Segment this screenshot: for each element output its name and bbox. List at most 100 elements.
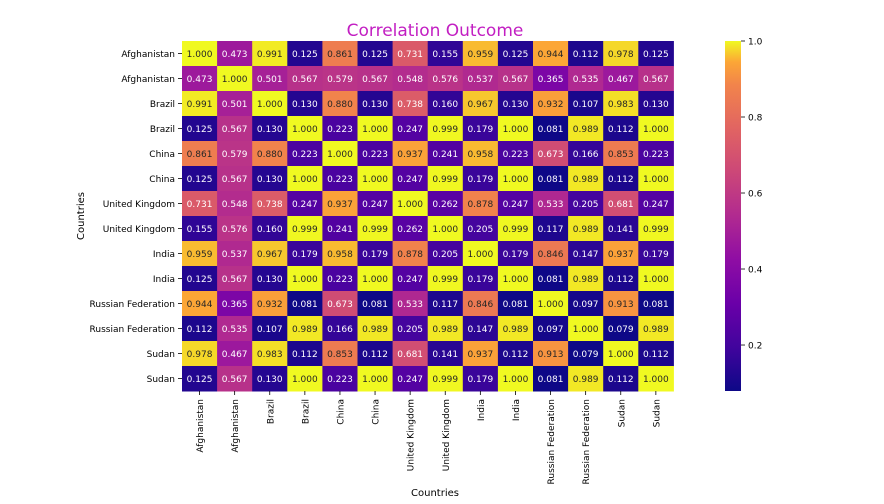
cell-value-label: 0.112 xyxy=(608,175,634,185)
colorbar-tick-label: 0.4 xyxy=(748,266,763,276)
cell-value-label: 0.533 xyxy=(397,300,423,310)
cell-value-label: 0.944 xyxy=(187,300,213,310)
cell-value-label: 0.247 xyxy=(397,275,423,285)
cell-value-label: 0.983 xyxy=(608,100,634,110)
heatmap-cell xyxy=(287,91,323,117)
heatmap-cell xyxy=(568,191,604,217)
heatmap-cell xyxy=(497,166,534,192)
heatmap-cell xyxy=(357,341,394,367)
cell-value-label: 0.548 xyxy=(397,75,423,85)
cell-value-label: 0.959 xyxy=(187,250,213,260)
cell-value-label: 0.081 xyxy=(503,300,529,310)
cell-value-label: 0.117 xyxy=(538,225,564,235)
heatmap-cell xyxy=(427,291,464,317)
cell-value-label: 0.223 xyxy=(362,150,388,160)
cell-value-label: 0.125 xyxy=(187,275,213,285)
cell-value-label: 0.989 xyxy=(292,325,318,335)
cell-value-label: 0.913 xyxy=(538,350,564,360)
heatmap-cell xyxy=(322,66,358,92)
cell-value-label: 0.079 xyxy=(608,325,634,335)
cell-value-label: 0.913 xyxy=(608,300,634,310)
heatmap-cell xyxy=(287,241,323,267)
heatmap-cell xyxy=(427,216,464,242)
heatmap-cell xyxy=(357,91,394,117)
heatmap-cell xyxy=(392,66,429,92)
cell-value-label: 0.205 xyxy=(397,325,423,335)
cell-value-label: 0.166 xyxy=(573,150,599,160)
cell-value-label: 0.999 xyxy=(292,225,318,235)
y-tick-label: Afghanistan xyxy=(121,50,175,60)
cell-value-label: 0.112 xyxy=(608,125,634,135)
cell-value-label: 1.000 xyxy=(222,75,248,85)
cell-value-label: 0.205 xyxy=(467,225,493,235)
cell-value-label: 0.125 xyxy=(292,50,318,60)
cell-value-label: 0.179 xyxy=(362,250,388,260)
cell-value-label: 1.000 xyxy=(643,175,669,185)
heatmap-cell xyxy=(533,166,569,192)
heatmap-cell xyxy=(182,91,218,117)
cell-value-label: 0.117 xyxy=(432,300,458,310)
cell-value-label: 0.247 xyxy=(397,375,423,385)
cell-value-label: 0.130 xyxy=(292,100,318,110)
cell-value-label: 0.112 xyxy=(608,375,634,385)
heatmap-cell xyxy=(497,41,534,67)
cell-value-label: 0.989 xyxy=(362,325,388,335)
colorbar-ticks: 0.2 0.4 0.6 0.8 1.0 xyxy=(741,38,763,352)
cell-value-label: 0.160 xyxy=(257,225,283,235)
heatmap-cell xyxy=(533,291,569,317)
heatmap-cell xyxy=(252,166,288,192)
cell-value-label: 0.125 xyxy=(503,50,529,60)
cell-value-label: 0.673 xyxy=(538,150,564,160)
cell-value-label: 1.000 xyxy=(362,175,388,185)
cell-value-label: 0.880 xyxy=(257,150,283,160)
heatmap-cell xyxy=(603,91,639,117)
heatmap-cell xyxy=(497,191,534,217)
cell-value-label: 0.179 xyxy=(467,125,493,135)
heatmap-cell xyxy=(357,66,394,92)
cell-value-label: 0.247 xyxy=(503,200,529,210)
heatmap-cell xyxy=(427,341,464,367)
heatmap-cell xyxy=(603,141,639,167)
heatmap-cell xyxy=(462,266,499,292)
cell-value-label: 0.223 xyxy=(327,125,353,135)
heatmap-cell xyxy=(392,166,429,192)
cell-value-label: 0.155 xyxy=(432,50,458,60)
heatmap-cell xyxy=(357,241,394,267)
cell-value-label: 0.937 xyxy=(397,150,423,160)
heatmap-cell xyxy=(568,66,604,92)
cell-value-label: 0.247 xyxy=(292,200,318,210)
heatmap-cell xyxy=(182,116,218,142)
heatmap-cell xyxy=(427,91,464,117)
cell-value-label: 1.000 xyxy=(292,175,318,185)
cell-value-label: 0.932 xyxy=(538,100,564,110)
heatmap-cell xyxy=(497,241,534,267)
heatmap-cell xyxy=(427,191,464,217)
x-tick-label: Russian Federation xyxy=(582,399,592,484)
cell-value-label: 0.878 xyxy=(467,200,493,210)
heatmap-cell xyxy=(462,116,499,142)
cell-value-label: 0.999 xyxy=(432,375,458,385)
colorbar-tick-label: 1.0 xyxy=(748,38,763,48)
heatmap-cell xyxy=(462,166,499,192)
heatmap-cell xyxy=(462,191,499,217)
heatmap-cell xyxy=(427,141,464,167)
heatmap-cell xyxy=(638,66,674,92)
cell-value-label: 0.579 xyxy=(327,75,353,85)
cell-value-label: 0.262 xyxy=(397,225,423,235)
heatmap-cell xyxy=(603,341,639,367)
heatmap-cell xyxy=(287,316,323,342)
heatmap-cell xyxy=(603,241,639,267)
heatmap-cell xyxy=(287,216,323,242)
cell-value-label: 0.125 xyxy=(187,375,213,385)
cell-value-label: 1.000 xyxy=(643,375,669,385)
cell-value-label: 0.853 xyxy=(608,150,634,160)
cell-value-label: 0.991 xyxy=(257,50,283,60)
heatmap-cell xyxy=(252,216,288,242)
heatmap-cell xyxy=(357,141,394,167)
heatmap-cell xyxy=(287,41,323,67)
cell-value-label: 0.112 xyxy=(608,275,634,285)
cell-value-label: 0.241 xyxy=(432,150,458,160)
cell-value-label: 0.130 xyxy=(503,100,529,110)
x-tick-label: Russian Federation xyxy=(547,399,557,484)
cell-value-label: 0.681 xyxy=(608,200,634,210)
